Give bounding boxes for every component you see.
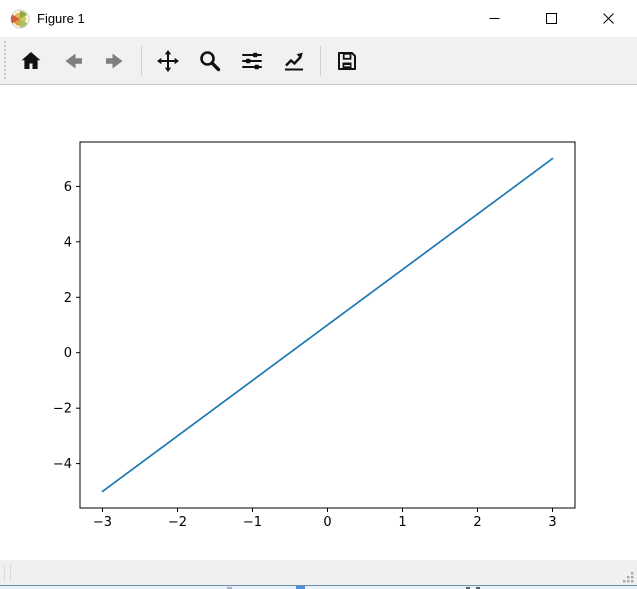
y-tick-label: −2 <box>53 402 72 417</box>
home-button[interactable] <box>11 41 51 81</box>
minimize-button[interactable] <box>466 0 523 37</box>
x-tick-label: −1 <box>243 515 262 530</box>
navigation-toolbar <box>0 38 637 85</box>
plot-area[interactable]: −3 −2 −1 0 1 2 3 −4 −2 0 2 4 6 <box>0 85 637 560</box>
status-bar <box>0 560 637 585</box>
pan-icon <box>157 50 179 72</box>
x-tick-label: 2 <box>473 515 481 530</box>
x-tick-label: 0 <box>323 515 331 530</box>
zoom-button[interactable] <box>190 41 230 81</box>
plot-line-1 <box>101 157 554 493</box>
taskbar-icon-fragment <box>476 587 480 589</box>
maximize-button[interactable] <box>523 0 580 37</box>
taskbar-sliver <box>0 585 637 589</box>
back-arrow-icon <box>65 53 82 69</box>
taskbar-icon-fragment <box>466 587 470 589</box>
matplotlib-logo-icon <box>10 9 30 28</box>
window-title: Figure 1 <box>37 11 85 26</box>
statusbar-grip <box>4 564 11 581</box>
taskbar-accent-fragment <box>296 586 305 589</box>
customize-button[interactable] <box>274 41 314 81</box>
minimize-icon <box>489 18 500 19</box>
x-tick-label: 1 <box>398 515 406 530</box>
x-tick-label: −2 <box>168 515 187 530</box>
close-icon <box>603 13 614 24</box>
toolbar-separator <box>141 46 142 76</box>
resize-grip-icon[interactable] <box>622 571 635 584</box>
figure-canvas[interactable]: −3 −2 −1 0 1 2 3 −4 −2 0 2 4 6 <box>0 85 637 560</box>
x-tick-label: 3 <box>548 515 556 530</box>
home-icon <box>21 52 41 69</box>
taskbar-icon-fragment <box>227 587 232 589</box>
close-button[interactable] <box>580 0 637 37</box>
pan-button[interactable] <box>148 41 188 81</box>
back-button[interactable] <box>53 41 93 81</box>
y-tick-label: 2 <box>64 291 72 306</box>
customize-icon <box>285 52 303 71</box>
save-button[interactable] <box>327 41 367 81</box>
toolbar-grip[interactable] <box>2 41 10 81</box>
save-icon <box>338 52 356 70</box>
forward-button[interactable] <box>95 41 135 81</box>
configure-subplots-button[interactable] <box>232 41 272 81</box>
maximize-icon <box>546 13 557 24</box>
forward-arrow-icon <box>106 53 123 69</box>
y-tick-label: −4 <box>53 457 72 472</box>
y-tick-label: 4 <box>64 235 72 250</box>
subplots-icon <box>242 52 262 70</box>
toolbar-separator <box>320 46 321 76</box>
title-bar[interactable]: Figure 1 <box>0 0 637 38</box>
zoom-icon <box>200 51 221 72</box>
y-tick-label: 6 <box>64 180 72 195</box>
x-tick-label: −3 <box>93 515 112 530</box>
y-tick-label: 0 <box>64 346 72 361</box>
